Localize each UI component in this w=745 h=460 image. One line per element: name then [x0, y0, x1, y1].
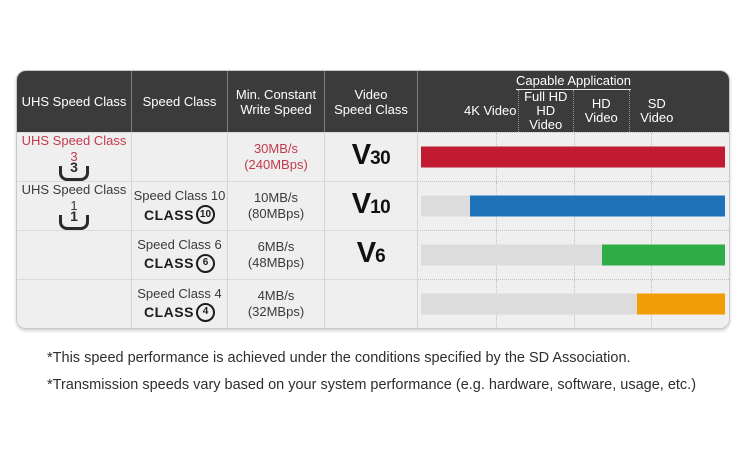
header-hd-video-label: HD Video: [584, 96, 618, 125]
table-header-row: UHS Speed Class Speed Class Min. Constan…: [17, 71, 729, 132]
header-uhs-speed-class-label: UHS Speed Class: [21, 94, 127, 109]
class6-icon: CLASS 6: [144, 253, 215, 273]
cell-write-speed-30: 30MB/s (240MBps): [228, 132, 325, 181]
header-full-hd-video: Full HD HD Video: [519, 90, 575, 132]
capability-track: [421, 195, 725, 217]
capability-bar-cell-v6: [418, 230, 729, 279]
capability-bar-blue: [469, 195, 725, 217]
cell-uhs-class-3: UHS Speed Class 3 3: [17, 132, 132, 181]
write-speed-30-mbps: (240MBps): [244, 157, 308, 172]
cell-uhs-empty: [17, 230, 132, 279]
speed-class-table: UHS Speed Class Speed Class Min. Constan…: [16, 70, 730, 329]
header-video-speed-line2: Speed Class: [334, 101, 408, 117]
header-min-constant-write-speed: Min. Constant Write Speed: [228, 71, 325, 132]
header-uhs-speed-class: UHS Speed Class: [17, 71, 132, 132]
cell-v10: V 10: [325, 181, 418, 230]
u1-icon: 1: [59, 208, 89, 230]
cell-write-speed-4: 4MB/s (32MBps): [228, 278, 325, 328]
write-speed-30-value: 30MB/s: [253, 141, 299, 156]
header-speed-class-label: Speed Class: [142, 94, 217, 109]
uhs-class-3-label: UHS Speed Class 3: [21, 133, 127, 164]
capability-track: [421, 293, 725, 315]
header-min-constant-line1: Min. Constant: [235, 86, 317, 102]
table-row-uhs3: UHS Speed Class 3 3 30MB/s (240MBps) V 30: [17, 132, 729, 181]
cell-write-speed-6: 6MB/s (48MBps): [228, 230, 325, 279]
capability-bar-cell-class4: [418, 278, 729, 328]
header-4k-video: 4K Video: [463, 90, 519, 132]
table-row-class4: Speed Class 4 CLASS 4 4MB/s (32MBps): [17, 278, 729, 328]
write-speed-6-value: 6MB/s: [257, 238, 295, 254]
header-sd-video-label: SD Video: [640, 96, 674, 125]
cell-speed-class-empty: [132, 132, 228, 181]
cell-speed-class-4: Speed Class 4 CLASS 4: [132, 278, 228, 328]
cell-uhs-empty: [17, 278, 132, 328]
header-4k-video-label: 4K Video: [463, 103, 517, 118]
speed-class-10-label: Speed Class 10: [133, 188, 226, 203]
capability-bar-orange: [636, 293, 725, 315]
write-speed-4-value: 4MB/s: [257, 287, 295, 303]
speed-class-4-label: Speed Class 4: [137, 285, 222, 301]
speed-class-6-label: Speed Class 6: [137, 236, 222, 252]
write-speed-4-mbps: (32MBps): [247, 303, 305, 319]
header-full-hd-line1: Full HD: [524, 89, 568, 104]
class10-icon: CLASS 10: [144, 205, 215, 224]
write-speed-6-mbps: (48MBps): [247, 254, 305, 270]
capability-track: [421, 244, 725, 266]
capability-track: [421, 146, 725, 168]
header-capable-application-group: Capable Application 4K Video Full HD HD …: [418, 71, 729, 132]
header-capable-application: Capable Application: [516, 71, 631, 90]
header-video-speed-line1: Video: [354, 86, 388, 102]
capability-bar-cell-v30: [418, 132, 729, 181]
header-sub-columns: 4K Video Full HD HD Video HD Video SD Vi…: [463, 90, 684, 132]
class4-icon: CLASS 4: [144, 302, 215, 322]
footnote-sd-association: *This speed performance is achieved unde…: [47, 350, 631, 366]
header-speed-class: Speed Class: [132, 71, 228, 132]
cell-write-speed-10: 10MB/s (80MBps): [228, 181, 325, 230]
footnotes: *This speed performance is achieved unde…: [47, 345, 696, 399]
cell-speed-class-6: Speed Class 6 CLASS 6: [132, 230, 228, 279]
write-speed-10-value: 10MB/s: [253, 190, 299, 205]
header-video-speed-class: Video Speed Class: [325, 71, 418, 132]
capability-bar-green: [601, 244, 725, 266]
capability-bar-cell-v10: [418, 181, 729, 230]
capability-bar-red: [421, 146, 725, 168]
cell-v-empty: [325, 278, 418, 328]
header-hd-video: HD Video: [574, 90, 630, 132]
write-speed-10-mbps: (80MBps): [247, 206, 305, 221]
u3-icon: 3: [59, 159, 89, 181]
cell-v30: V 30: [325, 132, 418, 181]
cell-uhs-class-1: UHS Speed Class 1 1: [17, 181, 132, 230]
header-sd-video: SD Video: [630, 90, 685, 132]
v10-icon: V 10: [351, 188, 391, 220]
v30-icon: V 30: [351, 139, 391, 171]
cell-speed-class-10: Speed Class 10 CLASS 10: [132, 181, 228, 230]
footnote-transmission-speeds: *Transmission speeds vary based on your …: [47, 377, 697, 393]
table-row-uhs1-class10: UHS Speed Class 1 1 Speed Class 10 CLASS…: [17, 181, 729, 230]
uhs-class-1-label: UHS Speed Class 1: [21, 182, 127, 213]
header-full-hd-line2: HD Video: [529, 103, 563, 132]
header-min-constant-line2: Write Speed: [240, 101, 312, 117]
